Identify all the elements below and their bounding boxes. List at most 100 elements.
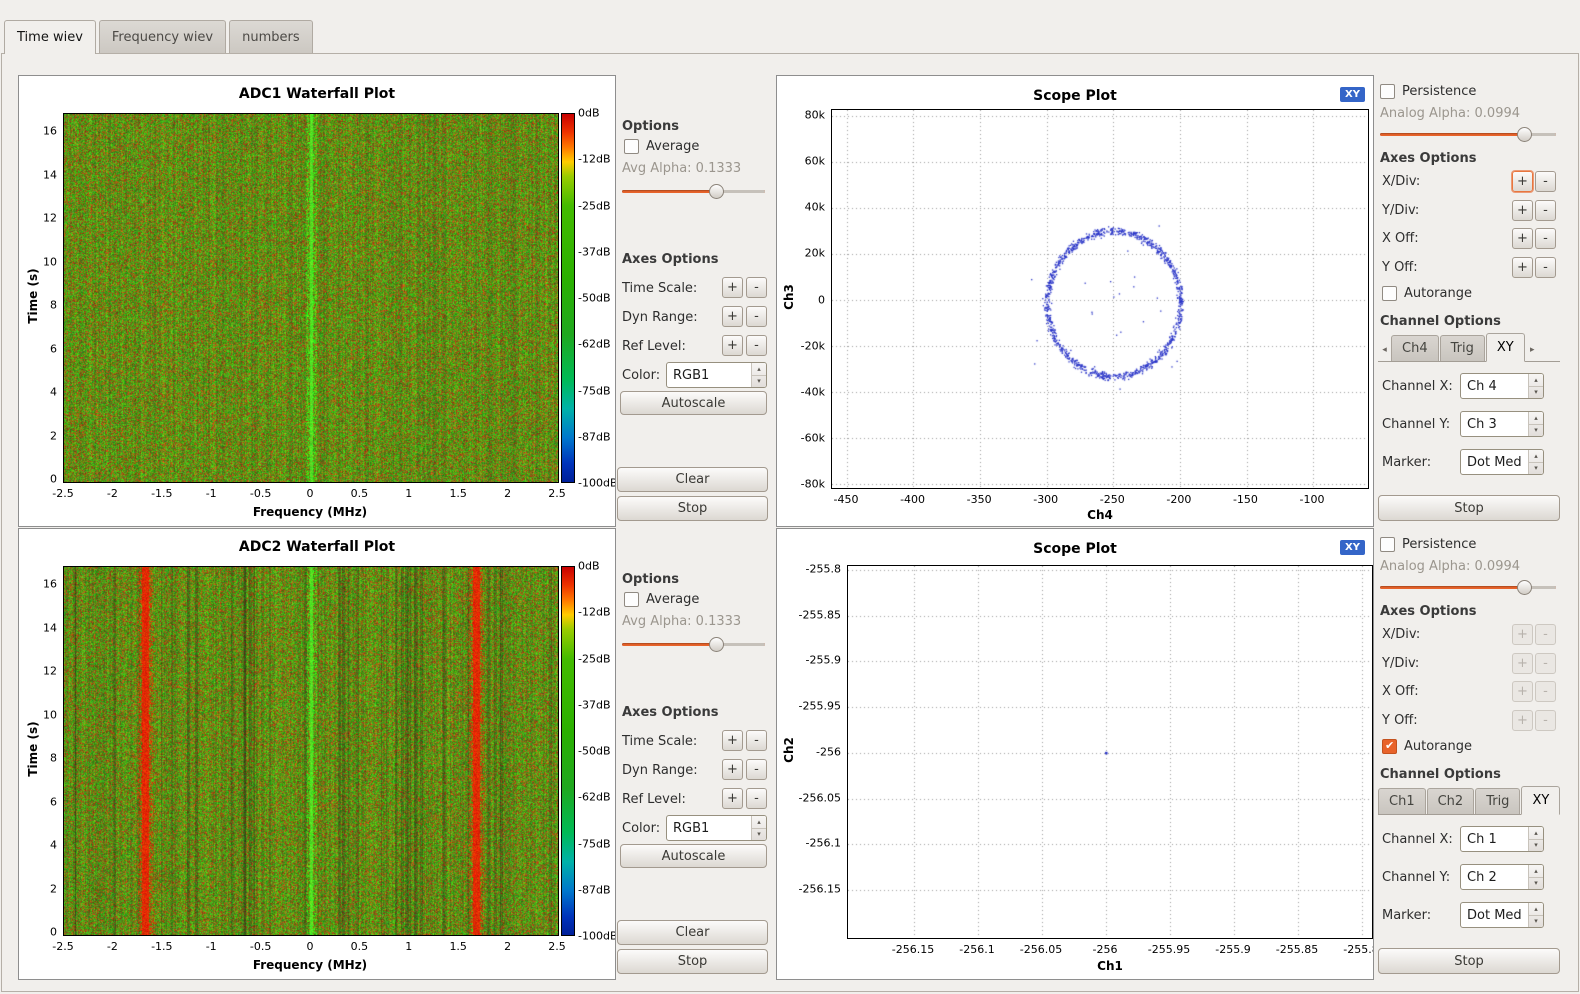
spinner-arrows-icon[interactable] [751,363,766,387]
waterfall1-canvas [64,114,558,482]
slider-knob[interactable] [709,184,725,199]
tab-frequency-view[interactable]: Frequency wiev [98,20,227,53]
slider-knob[interactable] [1517,580,1533,595]
time-scale-minus-button[interactable]: - [746,730,767,751]
stop-button[interactable]: Stop [617,496,768,521]
dyn-range-minus-button[interactable]: - [746,759,767,780]
xoff-minus-button[interactable]: - [1535,681,1556,702]
autoscale-button[interactable]: Autoscale [620,391,767,415]
channel-tab-ch2[interactable]: Ch2 [1426,788,1475,814]
autorange-checkbox[interactable]: Autorange [1382,286,1472,301]
ref-level-minus-button[interactable]: - [746,788,767,809]
scope1-title: Scope Plot [1033,88,1117,104]
marker-spinner[interactable]: Dot Med [1460,449,1544,475]
slider-knob[interactable] [1517,127,1533,142]
tick-label: 1.5 [449,940,467,953]
tick-label: 2 [50,429,57,442]
scope1-stop-button[interactable]: Stop [1378,495,1560,521]
channel-y-spinner[interactable]: Ch 2 [1460,864,1544,890]
channel-tab-trig[interactable]: Trig [1475,788,1521,814]
dyn-range-plus-button[interactable]: + [722,759,743,780]
avg-alpha-slider[interactable] [622,637,765,652]
channel-tab-xy[interactable]: XY [1521,786,1561,815]
tick-label: -50dB [578,291,611,305]
spinner-arrows-icon[interactable] [751,816,766,840]
channel-tab-trig[interactable]: Trig [1439,335,1485,361]
scope2-stop-button[interactable]: Stop [1378,948,1560,974]
tick-label: 6 [50,795,57,808]
yoff-label: Y Off: [1382,260,1418,275]
tick-label: -80k [800,477,825,491]
channel-y-label: Channel Y: [1382,417,1451,432]
color-spinner[interactable]: RGB1 [666,362,767,388]
spinner-arrows-icon[interactable] [1528,827,1543,851]
ref-level-plus-button[interactable]: + [722,788,743,809]
scope2-yticks: -255.8 -255.85 -255.9 -255.95 -256 -256.05 -25… [777,563,843,896]
channel-y-spinner[interactable]: Ch 3 [1460,411,1544,437]
yoff-minus-button[interactable]: - [1535,257,1556,278]
dyn-range-plus-button[interactable]: + [722,306,743,327]
clear-button[interactable]: Clear [617,467,768,492]
checkbox-icon [1380,84,1395,99]
time-scale-plus-button[interactable]: + [722,277,743,298]
spinner-arrows-icon[interactable] [1528,865,1543,889]
xdiv-plus-button[interactable]: + [1512,624,1533,645]
xdiv-minus-button[interactable]: - [1535,171,1556,192]
analog-alpha-slider[interactable] [1380,580,1556,595]
xoff-plus-button[interactable]: + [1512,681,1533,702]
avg-alpha-label: Avg Alpha: 0.1333 [622,161,742,176]
waterfall2-plot [63,566,559,936]
ref-level-minus-button[interactable]: - [746,335,767,356]
persistence-checkbox[interactable]: Persistence [1380,537,1476,552]
ydiv-plus-button[interactable]: + [1512,200,1533,221]
slider-track [622,643,765,646]
ydiv-minus-button[interactable]: - [1535,200,1556,221]
clear-button[interactable]: Clear [617,920,768,945]
channel-tab-xy[interactable]: XY [1485,333,1525,362]
xdiv-plus-button[interactable]: + [1512,171,1533,192]
tick-label: 2.5 [548,940,566,953]
tick-label: 10 [43,255,57,268]
yoff-minus-button[interactable]: - [1535,710,1556,731]
spinner-arrows-icon[interactable] [1528,412,1543,436]
spinner-arrows-icon[interactable] [1528,450,1543,474]
ydiv-plus-button[interactable]: + [1512,653,1533,674]
yoff-plus-button[interactable]: + [1512,710,1533,731]
dyn-range-minus-button[interactable]: - [746,306,767,327]
avg-alpha-slider[interactable] [622,184,765,199]
channel-x-spinner[interactable]: Ch 1 [1460,826,1544,852]
tick-label: 2 [504,940,512,953]
slider-knob[interactable] [709,637,725,652]
spinner-arrows-icon[interactable] [1528,374,1543,398]
time-scale-minus-button[interactable]: - [746,277,767,298]
xoff-plus-button[interactable]: + [1512,228,1533,249]
ref-level-plus-button[interactable]: + [722,335,743,356]
ref-level-label: Ref Level: [622,792,686,807]
tab-time-view[interactable]: Time wiev [4,20,96,54]
ydiv-minus-button[interactable]: - [1535,653,1556,674]
channel-tab-ch4[interactable]: Ch4 [1391,335,1439,361]
time-scale-plus-button[interactable]: + [722,730,743,751]
tick-label: 0 [306,940,314,953]
xdiv-minus-button[interactable]: - [1535,624,1556,645]
color-value: RGB1 [673,820,710,836]
marker-spinner[interactable]: Dot Med [1460,902,1544,928]
yoff-plus-button[interactable]: + [1512,257,1533,278]
autoscale-button[interactable]: Autoscale [620,844,767,868]
average-checkbox[interactable]: Average [624,592,699,607]
average-checkbox[interactable]: Average [624,139,699,154]
channel-tab-ch1[interactable]: Ch1 [1378,788,1426,814]
tab-scroll-right-icon[interactable] [1526,339,1539,361]
xoff-minus-button[interactable]: - [1535,228,1556,249]
channel-x-spinner[interactable]: Ch 4 [1460,373,1544,399]
tick-label: -20k [800,339,825,353]
tab-numbers[interactable]: numbers [229,20,313,53]
persistence-checkbox[interactable]: Persistence [1380,84,1476,99]
analog-alpha-slider[interactable] [1380,127,1556,142]
tab-scroll-left-icon[interactable] [1378,339,1391,361]
stop-button[interactable]: Stop [617,949,768,974]
autorange-checkbox[interactable]: Autorange [1382,739,1472,754]
color-spinner[interactable]: RGB1 [666,815,767,841]
yoff-label: Y Off: [1382,713,1418,728]
spinner-arrows-icon[interactable] [1528,903,1543,927]
